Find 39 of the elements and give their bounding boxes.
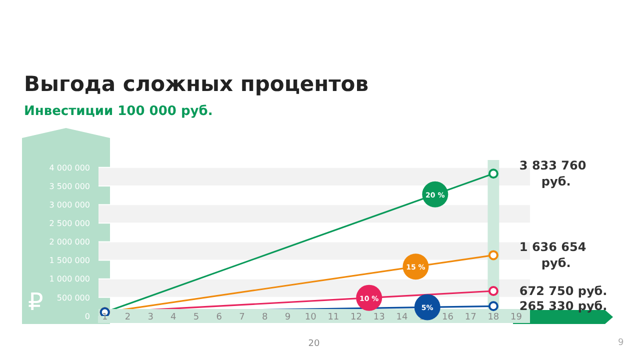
x-tick-label: 17 (464, 312, 476, 322)
x-tick-label: 10 (304, 312, 317, 322)
x-tick-label: 8 (262, 312, 268, 322)
y-tick-label: 3 000 000 (49, 200, 90, 210)
x-tick-label: 2 (124, 312, 131, 322)
x-tick-label: 9 (284, 312, 291, 322)
x-tick-label: 13 (373, 312, 385, 322)
y-tick-label: 4 000 000 (49, 163, 90, 172)
y-tick-label: 0 (84, 312, 90, 321)
x-tick-label: 18 (488, 312, 500, 322)
point (488, 286, 498, 296)
chart-subtitle: Инвестиции 100 000 руб. (24, 104, 213, 119)
y-tick-label: 500 000 (56, 293, 90, 302)
data-label: 265 330 руб. (519, 299, 608, 314)
text: 9 (618, 338, 624, 348)
x-tick-label: 5 (193, 312, 200, 322)
x-tick-label: 16 (442, 312, 454, 322)
x-tick-label: 19 (510, 312, 522, 322)
point (488, 168, 498, 179)
x-axis-title: 20 (308, 339, 320, 349)
y-tick-label: 2 500 000 (49, 218, 90, 228)
x-tick-label: 12 (350, 312, 362, 322)
x-tick-label: 6 (216, 312, 222, 322)
point (488, 250, 498, 260)
x-tick-label: 14 (396, 312, 408, 322)
data-label: 1 636 654 руб. (519, 240, 586, 270)
text: ₽ (28, 288, 44, 316)
point (488, 301, 498, 312)
x-tick-label: 4 (170, 312, 177, 322)
data-label: 672 750 руб. (519, 284, 608, 298)
chart-title: Выгода сложных процентов (24, 72, 369, 96)
y-tick-label: 1 000 000 (49, 274, 90, 284)
y-tick-label: 1 500 000 (49, 256, 90, 266)
y-tick-label: 3 500 000 (49, 182, 90, 191)
x-tick-label: 7 (239, 312, 245, 322)
data-label: 3 833 760 руб. (519, 158, 586, 189)
y-tick-label: 2 000 000 (49, 238, 90, 247)
x-tick-label: 11 (328, 312, 340, 322)
x-tick-label: 3 (148, 312, 154, 322)
